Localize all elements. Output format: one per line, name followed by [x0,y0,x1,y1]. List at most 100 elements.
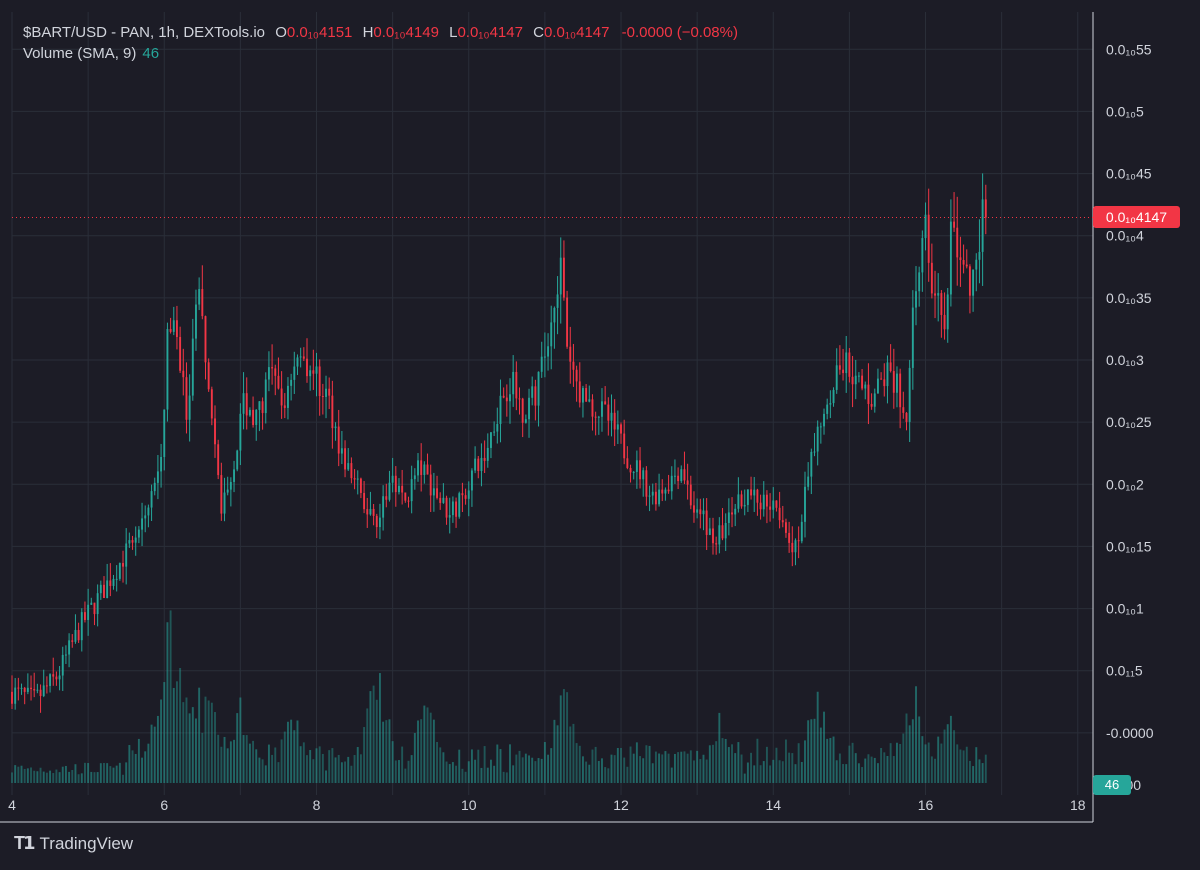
candle-body [483,457,486,461]
x-tick-label: 16 [918,797,934,813]
candle-body [388,482,391,500]
candle-body [597,416,600,418]
volume-bar [867,754,870,783]
volume-bar [99,763,102,783]
candle-body [581,388,584,403]
candle-body [33,688,36,691]
candle-body [274,368,277,376]
candle-body [17,687,20,689]
volume-bar [769,765,772,783]
candle-body [309,370,312,377]
candle-body [296,357,299,367]
volume-bar [975,747,978,783]
volume-bar [724,738,727,783]
candle-body [445,497,448,518]
volume-bar [550,748,553,783]
candle-body [661,489,664,494]
candle-body [658,489,661,505]
candle-body [867,384,870,404]
candle-body [23,687,26,692]
candle-body [277,375,280,389]
candle-body [214,418,216,445]
tradingview-brand[interactable]: T𝟭 TradingView [14,833,133,854]
volume-bar [328,750,331,783]
candle-body [80,612,83,641]
volume-bar [45,772,48,783]
candle-body [245,393,248,416]
volume-bar [64,765,67,783]
volume-bar [962,750,965,783]
volume-bar [20,765,23,783]
volume-bar [651,763,654,783]
candle-body [14,687,17,704]
legend-open-value: 0.0₁₀4151 [286,24,353,41]
volume-bar [934,758,936,783]
volume-bar [293,730,296,783]
candle-body [854,375,857,385]
volume-bar [658,753,661,783]
candle-body [696,509,699,513]
candle-body [746,489,749,505]
candle-body [61,654,64,676]
volume-bar [36,771,39,783]
candle-body [949,221,952,295]
volume-bar [854,753,857,783]
candle-body [775,500,778,508]
candle-body [328,388,331,396]
volume-bar [512,765,515,783]
candle-body [604,401,607,405]
candle-body [861,375,864,389]
legend-close-value: 0.0₁₀4147 [543,24,610,41]
candle-body [179,337,182,371]
volume-bar [287,721,289,783]
candle-body [84,612,86,620]
volume-bar [740,754,743,783]
candle-body [930,262,933,294]
volume-bar [118,762,121,783]
candle-body [750,489,753,496]
volume-bar [559,695,562,783]
candle-body [509,394,511,402]
volume-bar [96,772,99,783]
volume-bar [201,732,204,783]
volume-bar [448,764,451,783]
candle-body [651,491,654,496]
candle-body [242,393,245,414]
volume-bar [727,747,730,783]
volume-legend: Volume (SMA, 9) 46 [23,43,159,65]
candle-body [588,399,591,402]
volume-bar [198,687,201,783]
volume-bar [765,746,768,783]
candle-body [927,214,930,263]
volume-bar [309,750,312,783]
y-tick-label: 0.0₁₀55 [1106,41,1152,57]
volume-bar [490,759,492,783]
candle-body [566,297,569,347]
candle-body [521,398,524,423]
candle-body [569,346,572,362]
volume-bar [236,713,239,783]
volume-bar [930,756,933,783]
candle-body [432,488,435,496]
candle-body [826,404,829,414]
volume-bar [39,767,42,783]
volume-bar [486,767,489,783]
volume-bar [242,735,245,783]
candle-body [772,500,775,510]
candle-body [512,371,515,395]
volume-bar [664,751,667,783]
volume-bar [832,736,835,783]
candle-body [71,640,74,642]
candle-body [493,431,496,433]
volume-bar [391,741,394,783]
candle-body [226,489,229,493]
volume-bar [794,764,797,783]
volume-bar [756,738,759,783]
volume-bar [642,758,645,783]
candle-body [870,403,873,407]
candle-body [683,469,686,481]
candle-body [172,320,175,332]
candle-body [137,529,140,538]
